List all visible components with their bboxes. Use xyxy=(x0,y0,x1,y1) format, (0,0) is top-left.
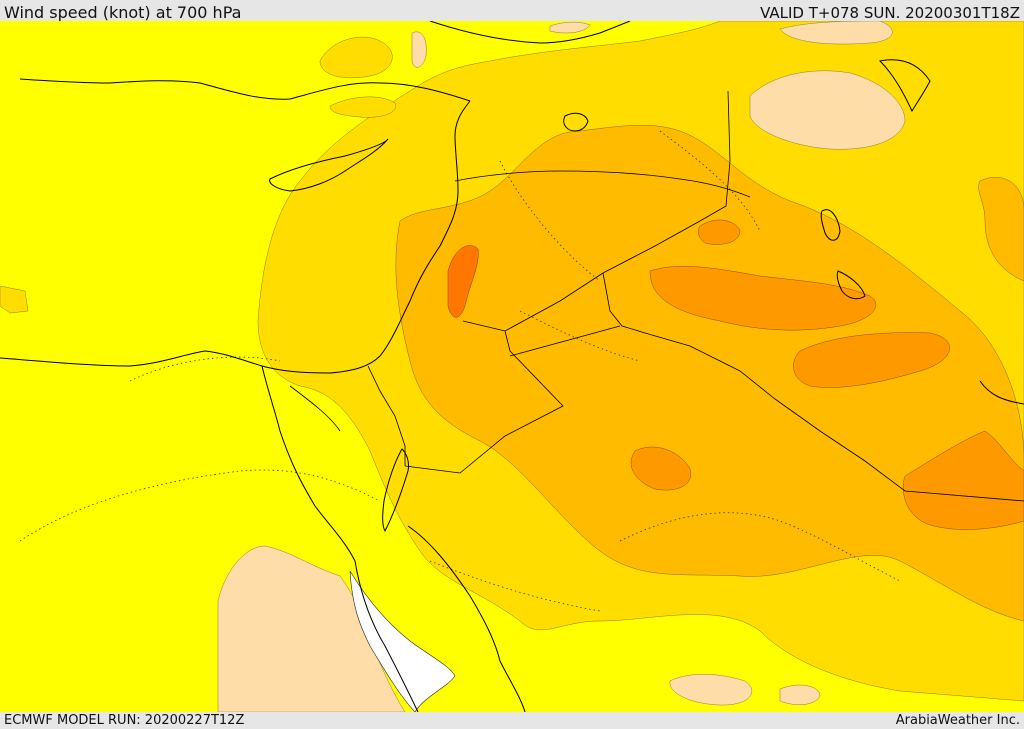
credit-label: ArabiaWeather Inc. xyxy=(895,713,1020,728)
weather-map[interactable] xyxy=(0,21,1024,712)
coastlines xyxy=(0,21,1024,712)
level-3-regions xyxy=(630,219,1024,530)
model-run-label: ECMWF MODEL RUN: 20200227T12Z xyxy=(4,713,245,728)
no-data-region xyxy=(349,570,456,712)
calm-regions xyxy=(217,21,906,712)
level-4-regions xyxy=(447,245,479,318)
footer-bar: ECMWF MODEL RUN: 20200227T12Z ArabiaWeat… xyxy=(0,712,1024,729)
chart-title: Wind speed (knot) at 700 hPa xyxy=(4,3,242,22)
level-2-regions xyxy=(395,125,1024,622)
valid-time-label: VALID T+078 SUN. 20200301T18Z xyxy=(760,4,1020,22)
dotted-contours xyxy=(19,130,901,612)
country-borders xyxy=(289,90,1024,502)
header-bar: Wind speed (knot) at 700 hPa VALID T+078… xyxy=(0,0,1024,22)
